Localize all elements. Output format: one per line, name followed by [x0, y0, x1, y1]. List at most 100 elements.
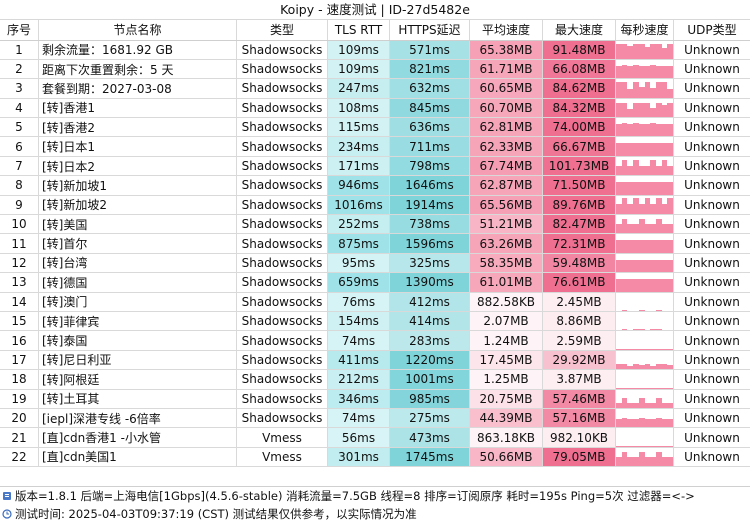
sparkline-bar — [655, 387, 662, 389]
table-row: 2 距离下次重置剩余：5 天 Shadowsocks 109ms 821ms 61.71M… — [0, 59, 750, 80]
row-avg-speed: 60.65MB — [470, 79, 543, 98]
row-node-name: [转]香港2 — [39, 118, 237, 137]
row-tls-rtt: 212ms — [328, 370, 390, 389]
sparkline-bar — [616, 82, 622, 98]
sparkline-bar — [650, 457, 656, 467]
sparkline-bar — [633, 123, 639, 137]
row-max-speed: 79.05MB — [543, 447, 616, 467]
sparkline-bar — [667, 66, 673, 79]
row-node-name: [转]美国 — [39, 215, 237, 234]
row-max-speed: 2.45MB — [543, 292, 616, 311]
sparkline-bar — [621, 82, 628, 98]
sparkline-bar — [667, 278, 673, 292]
sparkline-bar — [621, 417, 628, 428]
sparkline-bar — [621, 123, 628, 137]
sparkline — [616, 370, 673, 389]
sparkline-bar — [621, 218, 628, 234]
sparkline-bar — [650, 259, 656, 273]
row-udp-type: Unknown — [684, 314, 740, 329]
sparkline-bar — [633, 328, 639, 331]
row-type: Shadowsocks — [237, 79, 328, 98]
table-row: 1 剩余流量：1681.92 GB Shadowsocks 109ms 571ms 65.… — [0, 40, 750, 60]
table-row: 18 [转]阿根廷 Shadowsocks 212ms 1001ms 1.25MB 3.87… — [0, 370, 750, 390]
sparkline-bar — [638, 203, 645, 215]
row-udp-type: Unknown — [684, 449, 740, 464]
row-node-name: [转]台湾 — [39, 253, 237, 273]
sparkline-bar — [655, 182, 662, 195]
table-row: 8 [转]新加坡1 Shadowsocks 946ms 1646ms 62.87MB 71.… — [0, 176, 750, 196]
row-type: Vmess — [237, 447, 328, 467]
sparkline-bar — [661, 182, 668, 195]
sparkline-bar — [633, 65, 639, 79]
sparkline — [616, 41, 673, 59]
row-index: 5 — [0, 118, 39, 137]
sparkline-bar — [644, 103, 651, 118]
row-type: Shadowsocks — [237, 350, 328, 370]
sparkline-bar — [638, 142, 645, 156]
row-node-name: [转]日本2 — [39, 156, 237, 176]
sparkline-bar — [661, 402, 668, 408]
sparkline-bar — [633, 44, 639, 59]
row-index: 1 — [0, 40, 39, 59]
sparkline-bar — [633, 103, 639, 118]
sparkline — [616, 79, 673, 98]
row-udp-type: Unknown — [684, 120, 740, 135]
row-per-second-sparkline — [616, 137, 674, 156]
header-node-name: 节点名称 — [39, 20, 237, 40]
row-index: 15 — [0, 311, 39, 331]
row-index: 4 — [0, 98, 39, 118]
sparkline-bar — [633, 142, 639, 156]
row-udp-type: Unknown — [684, 42, 740, 57]
sparkline-bar — [638, 310, 645, 311]
row-max-speed: 3.87MB — [543, 370, 616, 389]
row-avg-speed: 882.58KB — [470, 292, 543, 311]
row-udp-type: Unknown — [684, 139, 740, 154]
row-index: 8 — [0, 176, 39, 195]
row-per-second-sparkline — [616, 176, 674, 195]
sparkline-bar — [638, 87, 645, 98]
sparkline-bar — [616, 103, 622, 118]
sparkline-bar — [616, 66, 622, 79]
sparkline-bar — [655, 239, 662, 253]
row-avg-speed: 17.45MB — [470, 350, 543, 370]
row-node-name: [转]泰国 — [39, 331, 237, 350]
row-max-speed: 84.62MB — [543, 79, 616, 98]
sparkline-bar — [661, 329, 668, 331]
row-https-latency: 985ms — [390, 389, 470, 408]
sparkline-bar — [616, 203, 622, 215]
sparkline-bar — [616, 124, 622, 137]
sparkline-bar — [638, 278, 645, 292]
row-per-second-sparkline — [616, 408, 674, 428]
row-node-name: [转]日本1 — [39, 137, 237, 156]
sparkline-bar — [616, 239, 622, 253]
row-per-second-sparkline — [616, 40, 674, 59]
row-index: 16 — [0, 331, 39, 350]
table-row: 9 [转]新加坡2 Shadowsocks 1016ms 1914ms 65.56MB 89… — [0, 195, 750, 216]
sparkline-bar — [655, 452, 662, 467]
sparkline-bar — [633, 197, 639, 215]
row-node-name: [转]尼日利亚 — [39, 350, 237, 370]
sparkline-bar — [621, 278, 628, 292]
sparkline-bar — [638, 44, 645, 59]
row-node-name: [转]香港1 — [39, 98, 237, 118]
row-tls-rtt: 411ms — [328, 350, 390, 370]
row-index: 13 — [0, 273, 39, 292]
row-type: Shadowsocks — [237, 331, 328, 350]
sparkline-bar — [616, 363, 622, 370]
sparkline-bar — [627, 329, 634, 331]
row-tls-rtt: 56ms — [328, 428, 390, 447]
row-index: 18 — [0, 370, 39, 389]
row-avg-speed: 58.35MB — [470, 253, 543, 273]
row-https-latency: 473ms — [390, 428, 470, 447]
row-per-second-sparkline — [616, 234, 674, 253]
row-index: 19 — [0, 389, 39, 408]
row-type: Shadowsocks — [237, 215, 328, 234]
row-tls-rtt: 301ms — [328, 447, 390, 467]
sparkline-bar — [627, 259, 634, 273]
row-type: Shadowsocks — [237, 195, 328, 215]
row-udp-type: Unknown — [684, 294, 740, 309]
sparkline-bar — [627, 365, 634, 370]
sparkline-bar — [650, 123, 656, 137]
sparkline-bar — [650, 328, 656, 331]
table-row: 20 [iepl]深港专线 -6倍率 Shadowsocks 74ms 275ms 44.… — [0, 408, 750, 429]
